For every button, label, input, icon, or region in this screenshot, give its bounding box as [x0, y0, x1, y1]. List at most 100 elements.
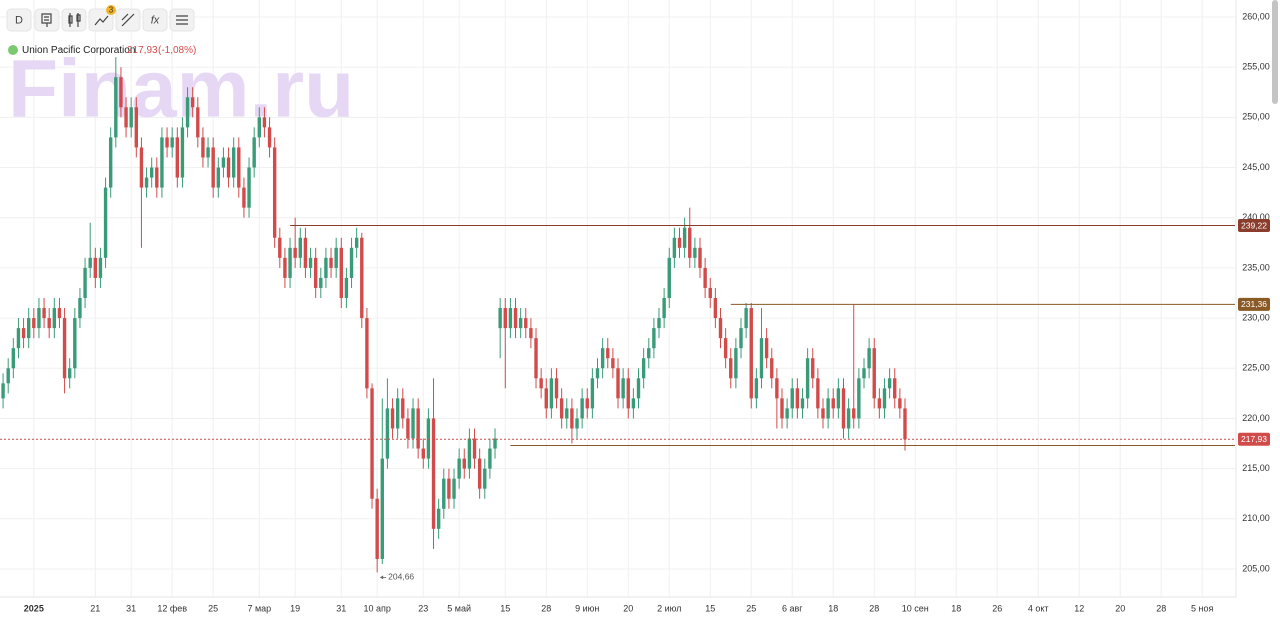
candle-body [257, 117, 261, 138]
x-tick-label: 18 [951, 603, 961, 613]
candle-body [544, 388, 548, 409]
candle-body [652, 328, 656, 349]
interval-button[interactable] [6, 8, 32, 32]
candles-button[interactable] [61, 8, 87, 32]
candle-body [816, 378, 820, 409]
candle-body [703, 267, 707, 288]
candle-body [278, 237, 282, 258]
candle-body [185, 97, 190, 128]
scrollbar[interactable] [1272, 0, 1278, 104]
candle-body [903, 408, 907, 440]
candle-body [67, 368, 72, 379]
x-tick-label: 28 [1156, 603, 1166, 613]
x-tick-label: 2 июл [657, 603, 681, 613]
toolbar: D 3 fx [6, 5, 195, 32]
candle-body [406, 418, 410, 439]
candle-body [570, 408, 574, 429]
x-tick-label: 31 [336, 603, 346, 613]
candle-body [595, 368, 600, 379]
candle-body [508, 308, 513, 329]
candle-body [303, 237, 308, 268]
price-change: (-1,08%) [158, 45, 196, 56]
candle-body [190, 97, 195, 108]
x-tick-label: 28 [541, 603, 551, 613]
candle-body [734, 348, 738, 379]
candle-body [590, 378, 595, 409]
candle-body [529, 328, 533, 339]
last-price-box [1238, 432, 1270, 446]
candle-body [26, 318, 31, 339]
candle-body [739, 328, 743, 349]
candle-body [780, 398, 784, 419]
candle-body [841, 388, 846, 429]
candle-body [267, 127, 272, 148]
candle-body [698, 247, 702, 268]
candle-body [237, 147, 241, 188]
icon: fx [151, 14, 160, 26]
candle-body [606, 348, 610, 359]
candle-body [324, 257, 328, 278]
level-label-box [1238, 297, 1270, 311]
candle-body [144, 177, 149, 188]
candle-body [395, 398, 400, 429]
candle-body [764, 338, 769, 359]
candle-body [11, 348, 16, 369]
candle-body [549, 378, 554, 409]
candle-body [385, 408, 390, 459]
candle-body [262, 117, 267, 128]
y-tick-label: 245,00 [1242, 162, 1270, 172]
candle-body [775, 378, 779, 399]
candle-body [718, 318, 723, 339]
candle-body [893, 378, 897, 399]
candle-body [88, 257, 92, 268]
y-tick-label: 220,00 [1242, 413, 1270, 423]
candle-body [539, 378, 543, 389]
candle-body [693, 247, 697, 258]
candle-body [42, 308, 46, 319]
grid [0, 0, 1235, 597]
candle-body [882, 388, 887, 409]
candle-body [103, 187, 108, 258]
candle-body [272, 147, 277, 238]
candle-body [436, 508, 441, 529]
candle-body [124, 107, 128, 128]
axes: 205,00 210,00 215,00 220,00 225,00 230,00 235,… [24, 11, 1270, 613]
x-tick-label: 19 [290, 603, 300, 613]
candle-body [226, 157, 231, 178]
fx-button[interactable] [142, 8, 168, 32]
candle-body [503, 308, 507, 329]
candle-body [16, 328, 21, 349]
candle-body [452, 478, 456, 499]
x-tick-label: 12 фев [157, 603, 187, 613]
candle-body [160, 137, 164, 188]
candle-body [52, 308, 57, 329]
candle-body [754, 378, 759, 399]
candle-body [559, 398, 564, 419]
candle-body [626, 378, 630, 409]
x-tick-label: 12 [1074, 603, 1084, 613]
low-label: 204,66 [388, 572, 414, 582]
x-tick-label: 21 [90, 603, 100, 613]
candle-body [288, 247, 292, 278]
icon [41, 13, 52, 27]
candle-body [682, 227, 687, 248]
candle-body [483, 468, 487, 489]
icon [68, 13, 81, 27]
candle-body [119, 77, 123, 108]
candle-body [129, 107, 133, 128]
candle-body [416, 408, 420, 449]
y-tick-label: 260,00 [1242, 11, 1270, 21]
x-tick-label: 6 авг [782, 603, 803, 613]
candle-body [657, 318, 661, 329]
ticker-icon [8, 45, 18, 55]
y-tick-label: 205,00 [1242, 563, 1270, 573]
candle-body [47, 318, 51, 329]
candle-body [600, 348, 605, 369]
candle-body [98, 257, 103, 278]
instrument-name: Union Pacific Corporation [22, 45, 135, 56]
candle-body [170, 137, 174, 148]
candle-body [857, 378, 861, 419]
candle-body [708, 287, 712, 298]
candle-body [211, 147, 215, 188]
